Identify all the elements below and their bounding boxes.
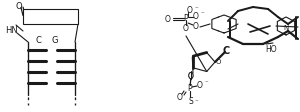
Bar [23,9,78,24]
Text: O: O [188,71,194,81]
Text: HO: HO [265,44,277,54]
Text: O: O [197,81,203,89]
Text: ⁻: ⁻ [200,11,204,17]
Text: N: N [284,25,289,31]
Text: O: O [193,12,199,20]
Text: G: G [52,36,58,44]
Text: O: O [177,93,183,101]
Text: O: O [165,14,171,24]
Text: O: O [188,71,194,81]
Text: O: O [193,22,199,30]
Text: ⁻: ⁻ [194,6,198,12]
Text: HN: HN [6,26,18,34]
Text: S: S [189,97,194,106]
Text: ⁻: ⁻ [194,99,198,105]
Text: C: C [35,36,41,44]
Text: P: P [188,84,192,93]
Text: O: O [215,59,221,65]
Text: O: O [187,5,193,14]
Text: P: P [184,14,188,23]
Text: O: O [183,24,189,32]
Text: O: O [16,1,22,11]
Text: C: C [222,46,230,56]
Text: ⁻: ⁻ [204,80,208,86]
